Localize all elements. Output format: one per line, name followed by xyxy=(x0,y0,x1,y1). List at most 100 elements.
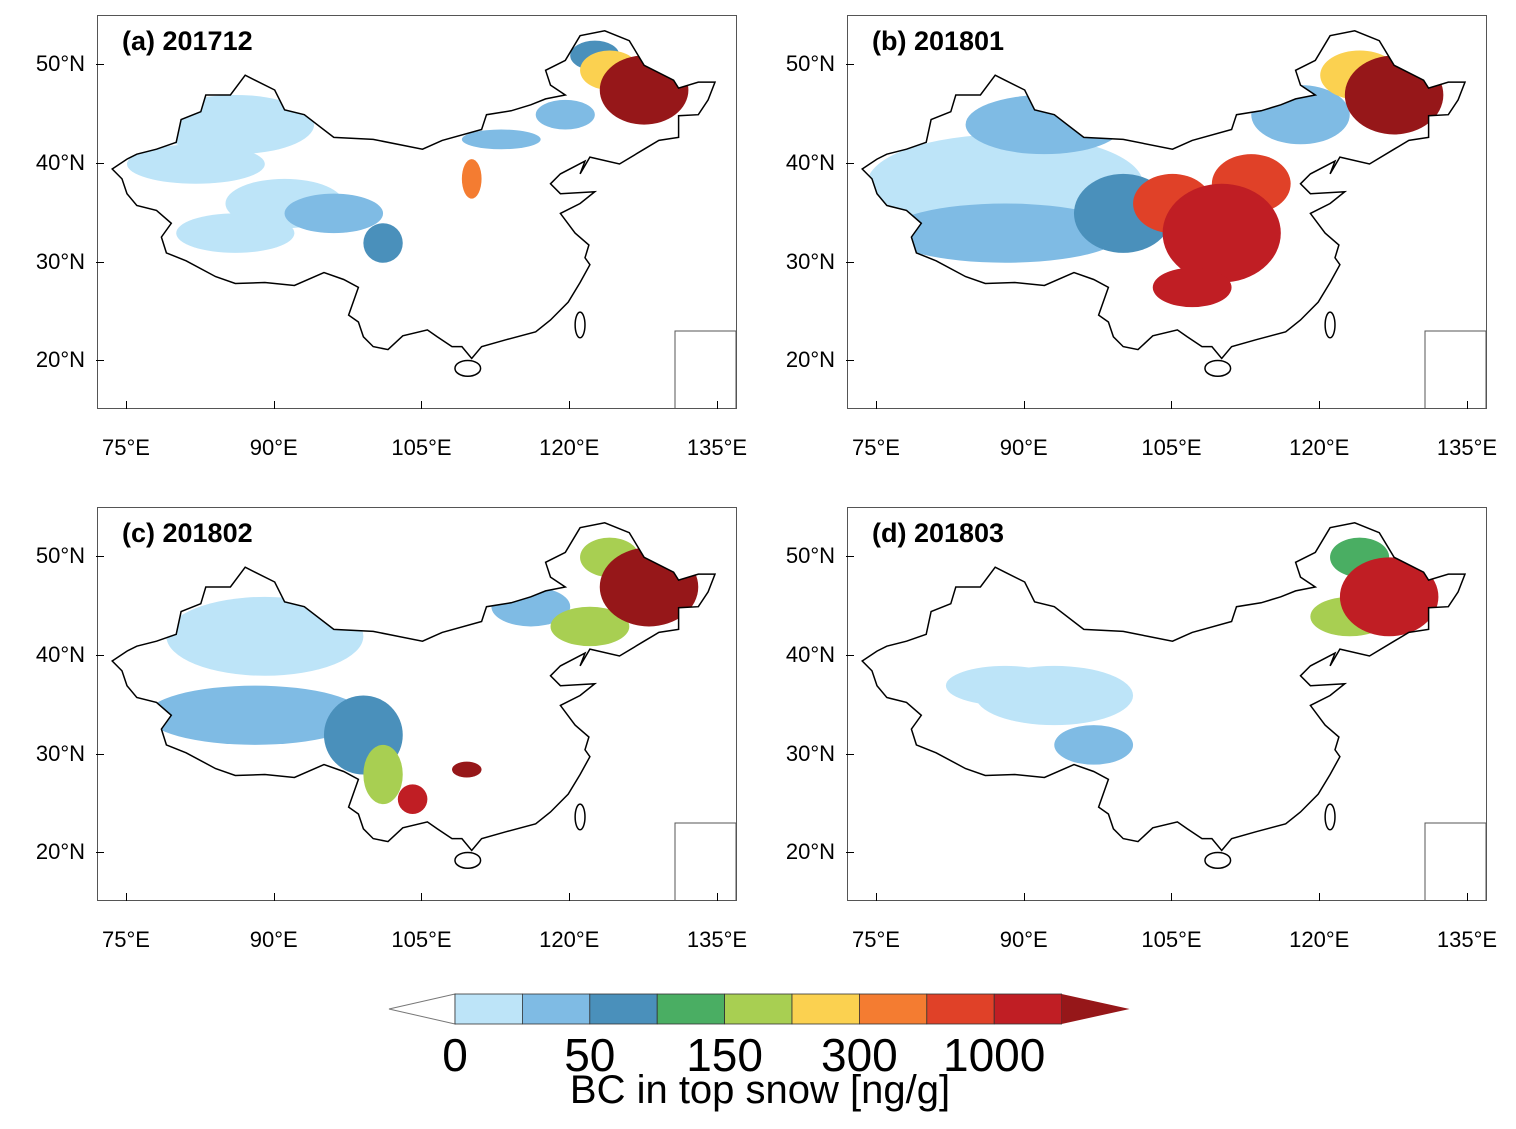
south-china-sea-inset xyxy=(674,822,736,900)
lat-tick xyxy=(96,64,104,66)
lon-tick xyxy=(875,893,877,901)
lat-tick xyxy=(96,655,104,657)
colorbar-tick-label: 50 xyxy=(564,1029,616,1081)
lat-tick-label: 30°N xyxy=(35,248,85,274)
lon-tick-label: 120°E xyxy=(1289,435,1350,460)
colorbar-title: BC in top snow [ng/g] xyxy=(569,1068,951,1112)
colorbar-segment xyxy=(454,993,523,1025)
lat-tick-label: 30°N xyxy=(785,740,835,766)
map-panel: (b) 201801 xyxy=(847,15,1487,409)
bc-concentration-region xyxy=(1152,267,1232,308)
lat-tick-label: 20°N xyxy=(35,839,85,865)
lat-tick xyxy=(846,360,854,362)
lat-tick-label: 40°N xyxy=(785,642,835,668)
bc-concentration-region xyxy=(363,223,403,263)
island-outline xyxy=(574,803,586,831)
bc-concentration-region xyxy=(535,99,595,130)
bc-concentration-region xyxy=(886,203,1124,263)
lat-tick xyxy=(96,852,104,854)
lon-tick-label: 105°E xyxy=(1141,435,1202,460)
colorbar-min-triangle xyxy=(388,993,456,1025)
lon-tick xyxy=(716,893,718,901)
lat-tick xyxy=(846,753,854,755)
lon-tick xyxy=(125,401,127,409)
bc-concentration-region xyxy=(550,606,630,647)
lon-tick-label: 105°E xyxy=(391,927,452,952)
lat-tick xyxy=(96,753,104,755)
lat-tick-label: 40°N xyxy=(785,150,835,176)
bc-concentration-region xyxy=(126,144,265,184)
china-border xyxy=(111,30,717,360)
lon-tick xyxy=(1171,893,1173,901)
colorbar-segment xyxy=(656,993,726,1025)
south-china-sea-inset xyxy=(674,330,736,408)
lat-tick xyxy=(846,852,854,854)
lon-tick-label: 75°E xyxy=(851,927,900,952)
colorbar-tick-label: 1000 xyxy=(943,1029,1046,1081)
lon-tick xyxy=(1319,401,1321,409)
lat-tick-label: 20°N xyxy=(35,347,85,373)
lon-tick-label: 75°E xyxy=(851,435,900,460)
lon-tick xyxy=(1023,893,1025,901)
lon-tick xyxy=(1023,401,1025,409)
lon-tick-label: 120°E xyxy=(539,927,600,952)
panel-title: (d) 201803 xyxy=(872,518,1005,548)
lon-tick-label: 90°E xyxy=(249,435,298,460)
island-outline xyxy=(454,359,482,378)
south-china-sea-inset xyxy=(1424,822,1486,900)
bc-concentration-region xyxy=(975,665,1134,726)
colorbar-segment xyxy=(589,993,658,1025)
lon-tick xyxy=(273,401,275,409)
colorbar-segment xyxy=(791,993,860,1025)
bc-concentration-region xyxy=(965,94,1124,155)
china-map xyxy=(861,522,1486,900)
lat-tick-label: 20°N xyxy=(785,839,835,865)
lat-tick-label: 50°N xyxy=(35,543,85,569)
lat-tick-label: 40°N xyxy=(35,150,85,176)
lat-tick xyxy=(846,261,854,263)
lon-tick xyxy=(421,893,423,901)
lon-tick-label: 75°E xyxy=(101,435,150,460)
lat-tick-label: 50°N xyxy=(785,51,835,77)
map-panel: (c) 201802 xyxy=(97,507,737,901)
colorbar-segment xyxy=(858,993,928,1025)
island-outline xyxy=(1204,359,1232,378)
lat-tick xyxy=(96,556,104,558)
lon-tick xyxy=(716,401,718,409)
lon-tick xyxy=(1466,401,1468,409)
lon-tick xyxy=(569,893,571,901)
bc-concentration-region xyxy=(146,685,364,745)
lon-tick xyxy=(875,401,877,409)
panel-title: (c) 201802 xyxy=(122,518,253,548)
lat-tick xyxy=(96,163,104,165)
colorbar-segment xyxy=(993,993,1063,1025)
lon-tick-label: 135°E xyxy=(686,927,748,952)
lon-tick xyxy=(1466,893,1468,901)
lon-tick-label: 75°E xyxy=(101,927,150,952)
lat-tick xyxy=(846,556,854,558)
panel-title: (a) 201712 xyxy=(122,26,253,56)
lat-tick-label: 50°N xyxy=(785,543,835,569)
lat-tick xyxy=(846,64,854,66)
china-border xyxy=(861,522,1467,852)
bc-concentration-region xyxy=(1162,183,1281,283)
colorbar-segment xyxy=(521,993,591,1025)
lon-tick xyxy=(1171,401,1173,409)
lat-tick-label: 20°N xyxy=(785,347,835,373)
colorbar-tick-label: 150 xyxy=(686,1029,763,1081)
lat-tick xyxy=(846,655,854,657)
lat-tick xyxy=(96,360,104,362)
lon-tick xyxy=(273,893,275,901)
lon-tick xyxy=(125,893,127,901)
colorbar-max-triangle xyxy=(1061,994,1130,1024)
lat-tick xyxy=(96,261,104,263)
bc-concentration-region xyxy=(1339,557,1439,637)
island-outline xyxy=(1324,803,1336,831)
colorbar-segment xyxy=(724,993,793,1025)
colorbar-tick-label: 300 xyxy=(821,1029,898,1081)
lon-tick-label: 135°E xyxy=(686,435,748,460)
island-outline xyxy=(1204,851,1232,870)
china-map xyxy=(111,30,736,408)
map-panel: (a) 201712 xyxy=(97,15,737,409)
lon-tick-label: 105°E xyxy=(391,435,452,460)
